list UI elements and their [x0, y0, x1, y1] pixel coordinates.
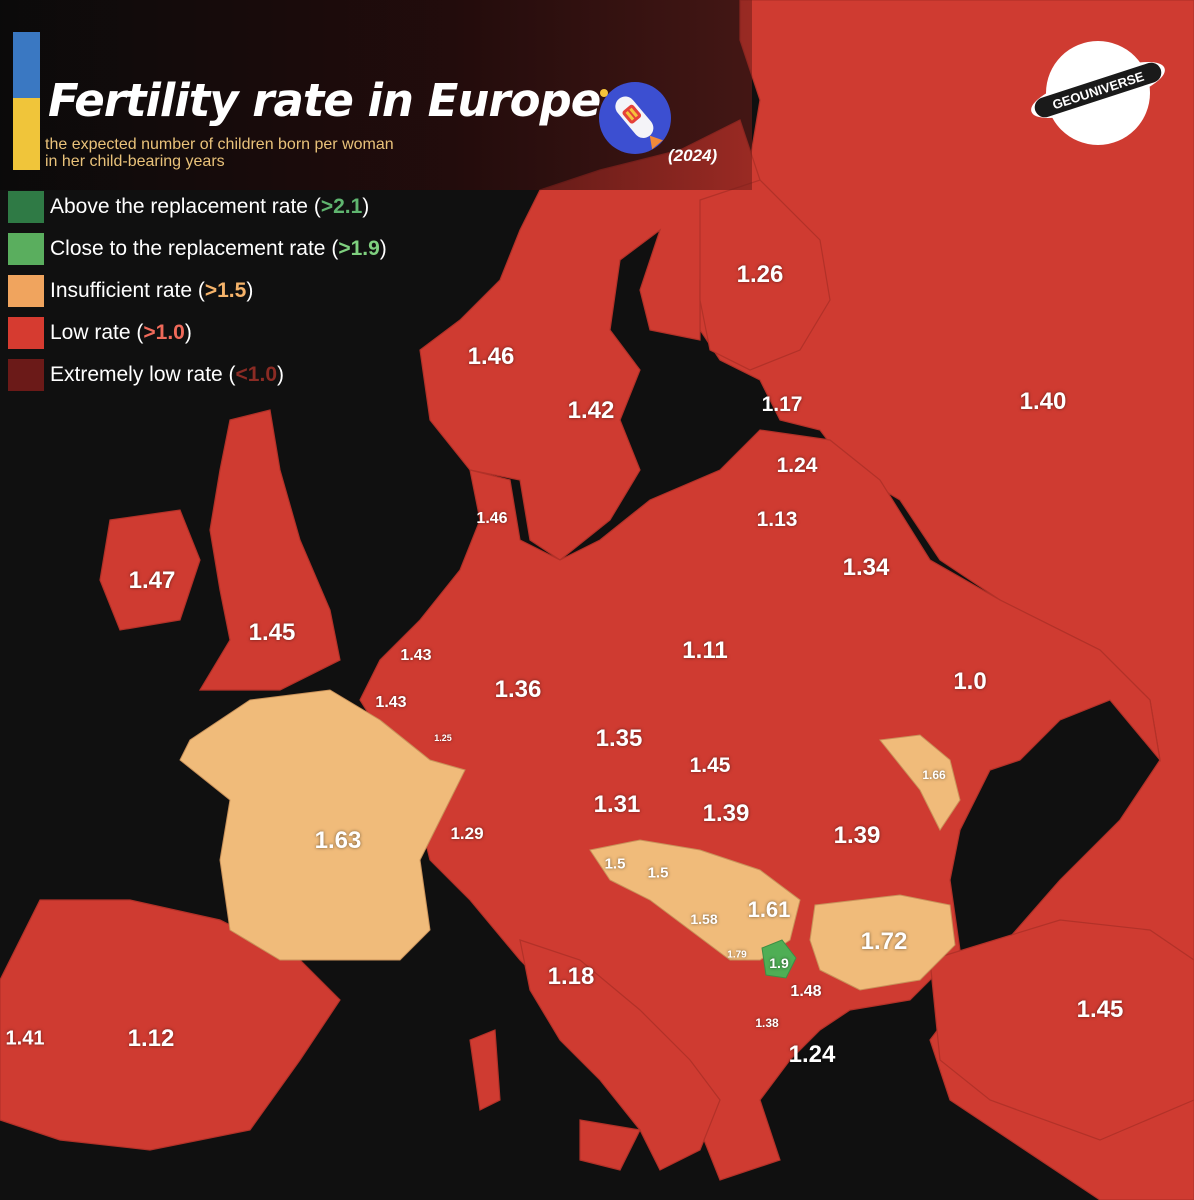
legend-label-prefix: Low rate ( [50, 321, 144, 344]
geouniverse-logo: GEOUNIVERSE [1031, 41, 1165, 145]
country-value-label: 1.24 [776, 454, 818, 477]
country-value-label: 1.34 [842, 554, 890, 581]
country-value-label: 1.24 [788, 1041, 836, 1068]
legend-label-suffix: ) [379, 237, 387, 260]
country-value-label: 1.46 [467, 343, 515, 370]
legend-threshold: >2.1 [320, 195, 363, 218]
finland [699, 179, 831, 371]
country-value-label: 1.39 [833, 822, 881, 849]
country-value-label: 1.26 [736, 261, 784, 288]
country-value-label: 1.43 [400, 647, 432, 664]
header-panel: Fertility rate in Europe the expected nu… [0, 0, 752, 190]
legend-threshold: >1.9 [338, 237, 380, 260]
moldova [879, 734, 961, 831]
country-value-label: 1.40 [1019, 388, 1067, 415]
country-value-label: 1.35 [595, 725, 643, 752]
country-value-label: 1.47 [128, 567, 176, 594]
legend-threshold: <1.0 [235, 363, 278, 386]
legend-label: Close to the replacement rate (>1.9) [50, 237, 387, 261]
country-value-label: 1.58 [690, 911, 718, 927]
legend-threshold: >1.0 [143, 321, 185, 344]
france [179, 689, 466, 961]
country-value-label: 1.18 [547, 963, 595, 990]
country-value-label: 1.72 [860, 928, 908, 955]
flag-yellow-bar [13, 98, 40, 170]
country-value-label: 1.13 [756, 508, 798, 531]
legend-label-prefix: Extremely low rate ( [50, 363, 236, 386]
legend-label: Above the replacement rate (>2.1) [50, 195, 369, 219]
turkey [929, 919, 1194, 1141]
land-insufficient-rate [179, 689, 961, 991]
legend-label-prefix: Above the replacement rate ( [50, 195, 321, 218]
country-value-label: 1.66 [922, 768, 946, 782]
legend-swatch [8, 317, 44, 349]
legend-label-prefix: Close to the replacement rate ( [50, 237, 339, 260]
legend-label: Extremely low rate (<1.0) [50, 363, 284, 387]
country-value-label: 1.5 [647, 864, 669, 882]
country-value-label: 1.46 [476, 510, 508, 527]
great-britain [198, 409, 341, 691]
legend-swatch [8, 359, 44, 391]
country-value-label: 1.31 [593, 791, 641, 818]
country-value-label: 1.38 [755, 1016, 779, 1030]
country-value-label: 1.42 [567, 397, 615, 424]
iberia [0, 899, 341, 1151]
country-value-label: 1.36 [494, 676, 542, 703]
year-label: (2024) [668, 146, 718, 165]
bulgaria [809, 894, 956, 991]
legend-label-prefix: Insufficient rate ( [50, 279, 205, 302]
country-value-label: 1.17 [761, 393, 803, 416]
flag-blue-bar [13, 32, 40, 98]
legend-swatch [8, 275, 44, 307]
sicily [579, 1119, 641, 1171]
country-value-label: 1.11 [682, 637, 728, 664]
kosovo [761, 939, 797, 979]
country-value-label: 1.45 [689, 754, 731, 777]
country-value-label: 1.41 [5, 1027, 45, 1050]
italy [519, 939, 721, 1171]
country-value-label: 1.45 [248, 619, 296, 646]
country-value-label: 1.12 [127, 1025, 175, 1052]
sardinia [469, 1029, 501, 1111]
country-value-label: 1.48 [790, 983, 822, 1000]
country-value-label: 1.43 [375, 694, 407, 711]
rocket-icon [599, 82, 671, 154]
legend-label: Low rate (>1.0) [50, 321, 192, 345]
legend-label: Insufficient rate (>1.5) [50, 279, 253, 303]
page-title: Fertility rate in Europe [48, 74, 601, 127]
country-value-label: 1.63 [314, 827, 362, 854]
legend-label-suffix: ) [277, 363, 285, 386]
country-value-label: 1.79 [727, 949, 747, 961]
legend-threshold: >1.5 [204, 279, 247, 302]
country-value-label: 1.61 [747, 897, 791, 922]
legend-label-suffix: ) [362, 195, 370, 218]
legend-label-suffix: ) [246, 279, 254, 302]
legend-swatch [8, 191, 44, 223]
legend-label-suffix: ) [184, 321, 192, 344]
legend-swatch [8, 233, 44, 265]
page-subtitle: the expected number of children born per… [45, 136, 394, 170]
country-value-label: 1.29 [450, 824, 484, 843]
country-value-label: 1.0 [953, 668, 987, 695]
country-value-label: 1.25 [434, 733, 452, 743]
country-value-label: 1.9 [769, 955, 789, 971]
country-value-label: 1.5 [604, 855, 626, 873]
country-value-label: 1.39 [702, 800, 750, 827]
country-value-label: 1.45 [1076, 996, 1124, 1023]
ireland [99, 509, 201, 631]
land-close-rate [761, 939, 797, 979]
